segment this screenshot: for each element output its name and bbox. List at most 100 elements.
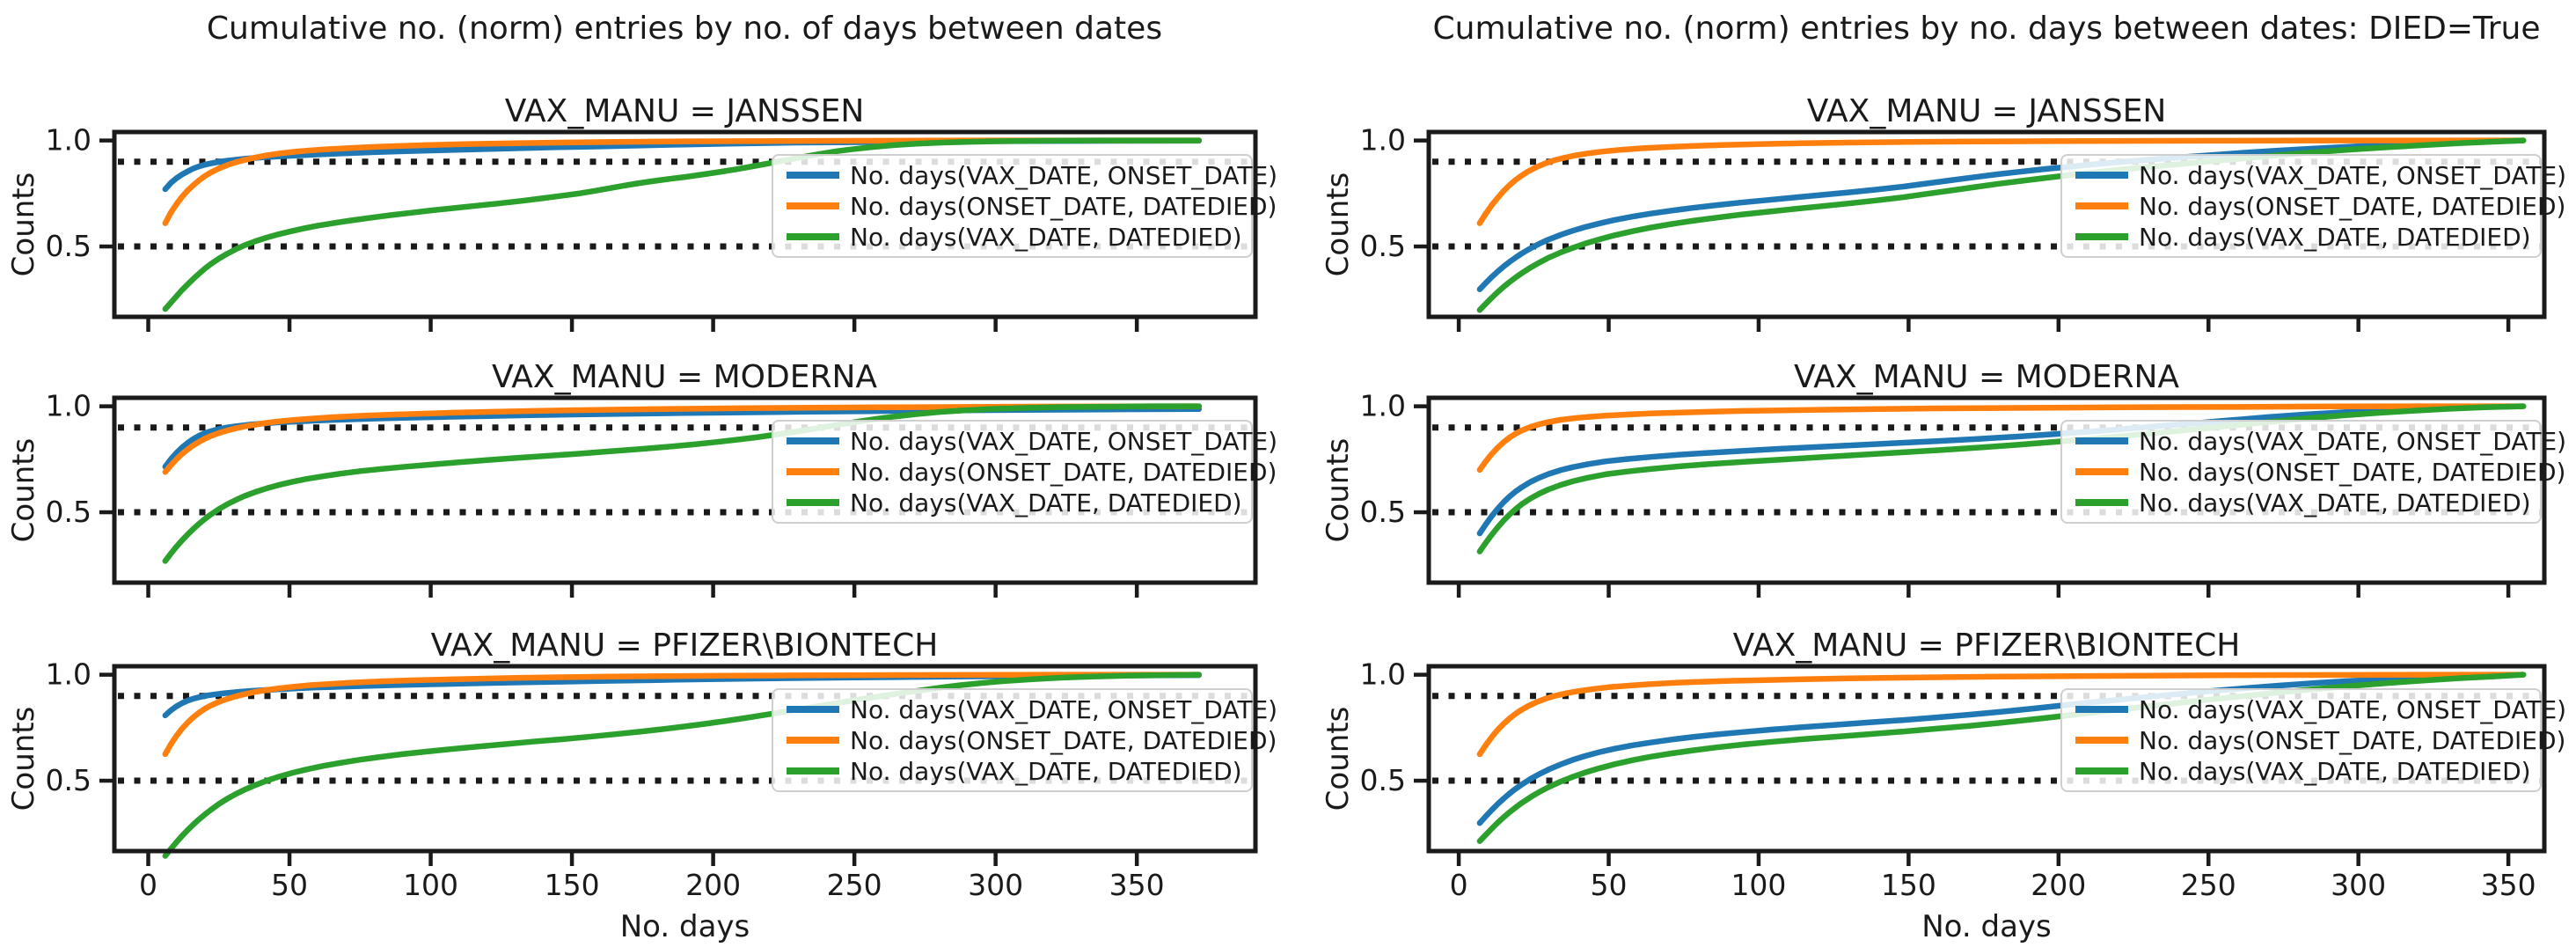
- figure-suptitle-died-true: Cumulative no. (norm) entries by no. day…: [1432, 11, 2540, 47]
- subplot-title-moderna-all: VAX_MANU = MODERNA: [492, 359, 877, 395]
- curve-series-2: [162, 137, 1203, 312]
- x-tick-label: 200: [2031, 868, 2086, 902]
- axes-frame: [1426, 395, 2547, 585]
- subplot-title-janssen-all: VAX_MANU = JANSSEN: [505, 93, 865, 129]
- x-tick-label: 0: [1450, 868, 1468, 902]
- legend-label-1: No. days(ONSET_DATE, DATEDIED): [850, 458, 1277, 487]
- y-tick-label: 1.0: [46, 657, 91, 692]
- y-axis-label: Counts: [1321, 438, 1356, 543]
- subplot-column-all-entries: Cumulative no. (norm) entries by no. of …: [6, 11, 1277, 944]
- axes-frame: [112, 395, 1258, 585]
- legend-box: [2060, 420, 2542, 524]
- legend-box: [772, 420, 1253, 524]
- curve-series-2: [162, 403, 1203, 564]
- subplot-title-pfizer-died: VAX_MANU = PFIZER\BIONTECH: [1733, 628, 2241, 664]
- legend-label-1: No. days(ONSET_DATE, DATEDIED): [850, 192, 1277, 221]
- x-tick-label: 300: [968, 868, 1023, 902]
- subplot-title-moderna-died: VAX_MANU = MODERNA: [1794, 359, 2179, 395]
- curve-series-0: [1476, 137, 2527, 292]
- y-tick-label: 0.5: [1360, 229, 1406, 263]
- legend-label-2: No. days(VAX_DATE, DATEDIED): [850, 223, 1242, 252]
- figure-suptitle-all-entries: Cumulative no. (norm) entries by no. of …: [207, 11, 1162, 47]
- x-tick-label: 0: [139, 868, 157, 902]
- legend: No. days(VAX_DATE, ONSET_DATE)No. days(O…: [772, 154, 1277, 258]
- legend-box: [2060, 154, 2542, 258]
- y-tick-label: 0.5: [1360, 763, 1406, 797]
- x-axis-label: No. days: [1921, 909, 2052, 944]
- legend-label-2: No. days(VAX_DATE, DATEDIED): [2139, 757, 2531, 786]
- legend-label-2: No. days(VAX_DATE, DATEDIED): [2139, 223, 2531, 252]
- y-tick-label: 0.5: [46, 763, 91, 797]
- y-tick-label: 1.0: [46, 123, 91, 158]
- axes-frame: [1426, 129, 2547, 319]
- subplot-title-janssen-died: VAX_MANU = JANSSEN: [1807, 93, 2167, 129]
- y-tick-label: 1.0: [1360, 389, 1406, 423]
- legend: No. days(VAX_DATE, ONSET_DATE)No. days(O…: [2060, 420, 2566, 524]
- subplot-column-died-true: Cumulative no. (norm) entries by no. day…: [1321, 11, 2566, 944]
- legend-label-0: No. days(VAX_DATE, ONSET_DATE): [2139, 427, 2566, 456]
- legend-box: [772, 688, 1253, 792]
- curve-series-1: [162, 403, 1203, 475]
- axes-frame: [112, 664, 1258, 854]
- x-tick-label: 300: [2331, 868, 2386, 902]
- y-axis-label: Counts: [1321, 173, 1356, 277]
- legend-label-1: No. days(ONSET_DATE, DATEDIED): [850, 726, 1277, 755]
- y-axis-label: Counts: [6, 173, 41, 277]
- x-tick-label: 350: [1109, 868, 1165, 902]
- curve-series-1: [162, 672, 1203, 758]
- legend-label-1: No. days(ONSET_DATE, DATEDIED): [2139, 458, 2565, 487]
- y-tick-label: 1.0: [46, 389, 91, 423]
- x-tick-label: 150: [1881, 868, 1936, 902]
- legend-box: [772, 154, 1253, 258]
- curve-series-2: [162, 672, 1203, 859]
- y-tick-label: 1.0: [1360, 657, 1406, 692]
- y-axis-label: Counts: [6, 438, 41, 543]
- x-tick-label: 50: [271, 868, 308, 902]
- subplot-title-pfizer-all: VAX_MANU = PFIZER\BIONTECH: [431, 628, 939, 664]
- y-tick-label: 0.5: [46, 229, 91, 263]
- curve-series-1: [1476, 672, 2527, 758]
- legend-box: [2060, 688, 2542, 792]
- column-all-entries: Cumulative no. (norm) entries by no. of …: [6, 11, 1277, 944]
- legend-label-0: No. days(VAX_DATE, ONSET_DATE): [850, 161, 1277, 190]
- legend-label-2: No. days(VAX_DATE, DATEDIED): [2139, 488, 2531, 518]
- legend: No. days(VAX_DATE, ONSET_DATE)No. days(O…: [2060, 154, 2566, 258]
- legend: No. days(VAX_DATE, ONSET_DATE)No. days(O…: [772, 420, 1277, 524]
- y-tick-label: 0.5: [46, 495, 91, 529]
- legend-label-1: No. days(ONSET_DATE, DATEDIED): [2139, 726, 2565, 755]
- x-tick-label: 250: [827, 868, 882, 902]
- x-tick-label: 100: [1731, 868, 1786, 902]
- curve-series-1: [1476, 403, 2527, 474]
- x-tick-label: 200: [685, 868, 741, 902]
- curve-series-0: [1476, 403, 2527, 537]
- legend: No. days(VAX_DATE, ONSET_DATE)No. days(O…: [772, 688, 1277, 792]
- curve-series-1: [162, 137, 1203, 226]
- x-tick-label: 250: [2181, 868, 2236, 902]
- axes-frame: [1426, 664, 2547, 854]
- x-tick-label: 100: [403, 868, 458, 902]
- x-axis-label: No. days: [620, 909, 750, 944]
- legend-label-2: No. days(VAX_DATE, DATEDIED): [850, 757, 1242, 786]
- legend-label-0: No. days(VAX_DATE, ONSET_DATE): [2139, 161, 2566, 190]
- y-axis-label: Counts: [1321, 707, 1356, 811]
- legend-label-2: No. days(VAX_DATE, DATEDIED): [850, 488, 1242, 518]
- legend-label-1: No. days(ONSET_DATE, DATEDIED): [2139, 192, 2565, 221]
- legend-label-0: No. days(VAX_DATE, ONSET_DATE): [850, 695, 1277, 724]
- curve-series-1: [1476, 137, 2527, 226]
- x-tick-label: 150: [545, 868, 600, 902]
- y-axis-label: Counts: [6, 707, 41, 811]
- legend-label-0: No. days(VAX_DATE, ONSET_DATE): [2139, 695, 2566, 724]
- x-tick-label: 50: [1591, 868, 1628, 902]
- y-tick-label: 0.5: [1360, 495, 1406, 529]
- legend-label-0: No. days(VAX_DATE, ONSET_DATE): [850, 427, 1277, 456]
- legend: No. days(VAX_DATE, ONSET_DATE)No. days(O…: [2060, 688, 2566, 792]
- column-died-true: Cumulative no. (norm) entries by no. day…: [1288, 0, 2576, 947]
- y-tick-label: 1.0: [1360, 123, 1406, 158]
